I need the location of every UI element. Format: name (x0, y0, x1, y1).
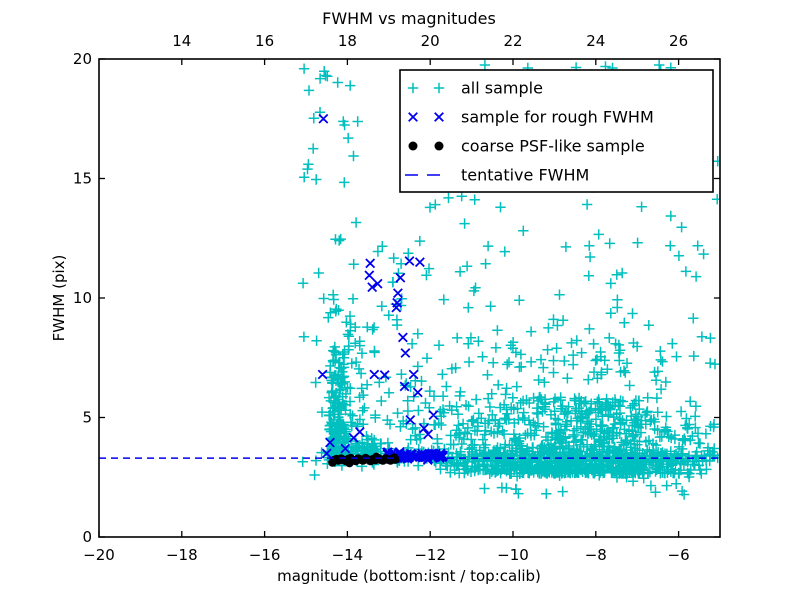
legend-label: all sample (461, 79, 543, 98)
x-tick-label-bottom: −10 (497, 546, 529, 564)
legend: all sample sample for rough FWHM coarse PS… (399, 69, 714, 193)
x-tick-label-bottom: −20 (83, 546, 115, 564)
x-tick-label-bottom: −12 (414, 546, 446, 564)
y-tick-label: 15 (73, 170, 92, 188)
y-axis-label: FWHM (pix) (50, 255, 68, 342)
x-tick-label-bottom: −8 (585, 546, 607, 564)
x-marker-icon (408, 112, 444, 122)
x-tick-label-top: 16 (255, 32, 274, 50)
chart-title: FWHM vs magnitudes (322, 9, 496, 28)
legend-label: tentative FWHM (461, 166, 589, 185)
circle-marker-icon (434, 141, 444, 151)
x-tick-label-bottom: −18 (166, 546, 198, 564)
x-tick-label-bottom: −16 (249, 546, 281, 564)
legend-entry-circle: coarse PSF-like sample (408, 137, 645, 156)
y-tick-label: 20 (73, 50, 92, 68)
legend-label: coarse PSF-like sample (461, 137, 645, 156)
x-tick-label-top: 26 (669, 32, 688, 50)
plus-marker-icon (407, 82, 445, 94)
x-tick-label-top: 18 (338, 32, 357, 50)
y-tick-label: 10 (73, 289, 92, 307)
x-tick-label-top: 14 (172, 32, 191, 50)
circle-marker-icon (408, 141, 418, 151)
x-tick-label-bottom: −6 (668, 546, 690, 564)
legend-entry-plus: all sample (407, 79, 543, 98)
x-axis-label: magnitude (bottom:isnt / top:calib) (277, 567, 541, 585)
legend-entry-dashed-line: tentative FWHM (405, 166, 589, 185)
legend-label: sample for rough FWHM (461, 108, 654, 127)
axis-tick-labels: −20 −18 −16 −14 −12 −10 −8 −6 14 16 18 20 22 24 26 0 5 10… (73, 32, 690, 564)
y-tick-label: 5 (82, 409, 92, 427)
x-tick-label-top: 24 (586, 32, 605, 50)
x-tick-label-bottom: −14 (332, 546, 364, 564)
legend-box (399, 69, 714, 193)
x-tick-label-top: 22 (503, 32, 522, 50)
legend-entry-x: sample for rough FWHM (408, 108, 654, 127)
x-tick-label-top: 20 (421, 32, 440, 50)
series-layer (99, 59, 720, 500)
y-tick-label: 0 (82, 528, 92, 546)
axis-ticks (98, 58, 720, 538)
